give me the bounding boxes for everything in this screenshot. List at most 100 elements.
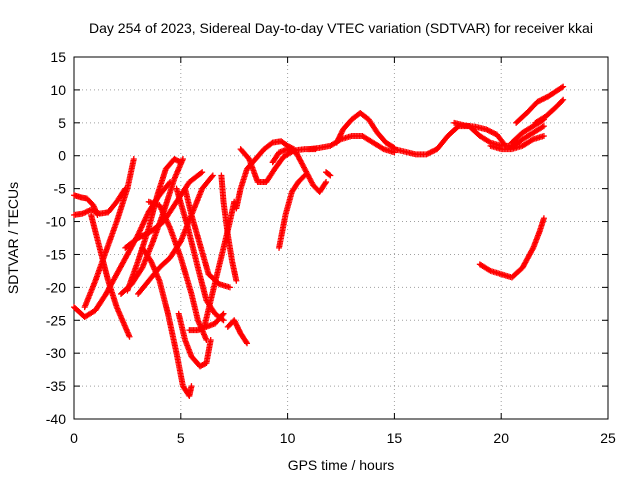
- data-point: [489, 129, 496, 136]
- x-tick-label: 10: [280, 430, 296, 446]
- data-series-arc-25: [333, 109, 398, 151]
- data-point: [220, 317, 227, 324]
- data-point: [558, 84, 565, 91]
- data-point: [540, 123, 547, 130]
- data-point: [541, 95, 548, 102]
- data-series-arc-28: [487, 132, 547, 153]
- data-point: [428, 148, 435, 155]
- data-point: [431, 147, 438, 154]
- data-point: [430, 148, 437, 155]
- data-point: [486, 267, 493, 274]
- y-tick-labels: 15 10 5 0 -5 -10 -15 -20 -25 -30 -35 -40: [46, 49, 66, 427]
- data-point: [177, 159, 184, 166]
- data-point: [488, 129, 495, 136]
- data-point: [244, 340, 251, 347]
- data-point: [491, 130, 498, 137]
- y-axis-label: SDTVAR / TECUs: [5, 182, 21, 294]
- data-point: [179, 156, 186, 163]
- data-point: [540, 132, 547, 139]
- data-point: [542, 94, 549, 101]
- y-tick-label: 10: [50, 82, 66, 98]
- data-series-arc-18: [224, 317, 251, 347]
- data-point: [176, 158, 183, 165]
- y-tick-label: -5: [54, 181, 67, 197]
- data-point: [208, 173, 215, 180]
- data-point: [233, 277, 240, 284]
- data-point: [207, 337, 214, 344]
- data-series-arc-31: [532, 96, 567, 126]
- data-series-arc-11: [145, 198, 210, 344]
- data-point: [534, 98, 541, 105]
- data-point: [539, 123, 546, 130]
- data-series-arc-17: [218, 172, 240, 284]
- data-point: [130, 156, 137, 163]
- data-point: [327, 172, 334, 179]
- data-series-arc-12: [173, 185, 227, 324]
- data-series-arc-22: [269, 146, 330, 195]
- data-point: [539, 96, 546, 103]
- y-tick-label: -10: [46, 214, 66, 230]
- x-tick-labels: 0 5 10 15 20 25: [70, 430, 616, 446]
- data-point: [126, 333, 133, 340]
- data-point: [379, 145, 386, 152]
- data-point: [538, 96, 545, 103]
- y-tick-label: -40: [46, 411, 66, 427]
- data-point: [322, 180, 329, 187]
- y-tick-label: 0: [58, 148, 66, 164]
- data-point: [484, 127, 491, 134]
- data-point: [243, 339, 250, 346]
- data-point: [426, 150, 433, 157]
- chart-title: Day 254 of 2023, Sidereal Day-to-day VTE…: [89, 20, 593, 36]
- data-point: [560, 83, 567, 90]
- data-point: [528, 137, 535, 144]
- data-point: [483, 126, 490, 133]
- x-tick-label: 25: [600, 430, 616, 446]
- data-point: [423, 151, 430, 158]
- data-point: [424, 150, 431, 157]
- data-series-arc-32: [476, 215, 547, 281]
- data-point: [540, 215, 547, 222]
- y-tick-label: 5: [58, 115, 66, 131]
- y-tick-label: -15: [46, 246, 66, 262]
- data-markers: [71, 83, 567, 399]
- plot-frame: [73, 56, 609, 420]
- y-tick-label: -25: [46, 312, 66, 328]
- y-tick-label: 15: [50, 49, 66, 65]
- data-point: [209, 172, 216, 179]
- y-tick-label: -35: [46, 378, 66, 394]
- data-point: [485, 127, 492, 134]
- data-point: [300, 173, 307, 180]
- data-series-arc-24: [305, 132, 398, 156]
- data-point: [226, 284, 233, 291]
- axis-ticks: [73, 56, 609, 420]
- data-point: [323, 179, 330, 186]
- data-series-arc-19: [233, 138, 298, 212]
- y-tick-label: -20: [46, 279, 66, 295]
- data-point: [326, 171, 333, 178]
- x-tick-label: 0: [70, 430, 78, 446]
- data-point: [197, 170, 204, 177]
- y-tick-label: -30: [46, 345, 66, 361]
- x-tick-label: 5: [177, 430, 185, 446]
- data-series-arc-13: [182, 185, 233, 291]
- x-axis-label: GPS time / hours: [288, 457, 395, 473]
- data-point: [220, 310, 227, 317]
- data-series-arc-10: [139, 244, 195, 399]
- data-point: [537, 97, 544, 104]
- data-point: [188, 383, 195, 390]
- data-series-arc-14: [175, 310, 214, 370]
- data-point: [486, 138, 493, 145]
- x-tick-label: 15: [387, 430, 403, 446]
- data-series-arc-23: [323, 169, 334, 179]
- data-series-arc-30: [513, 83, 567, 126]
- data-point: [529, 246, 536, 253]
- data-point: [487, 128, 494, 135]
- data-point: [559, 97, 566, 104]
- data-point: [199, 169, 206, 176]
- data-point: [535, 98, 542, 105]
- data-point: [560, 96, 567, 103]
- data-point: [219, 311, 226, 318]
- x-tick-label: 20: [493, 430, 509, 446]
- data-series-arc-21: [276, 172, 308, 251]
